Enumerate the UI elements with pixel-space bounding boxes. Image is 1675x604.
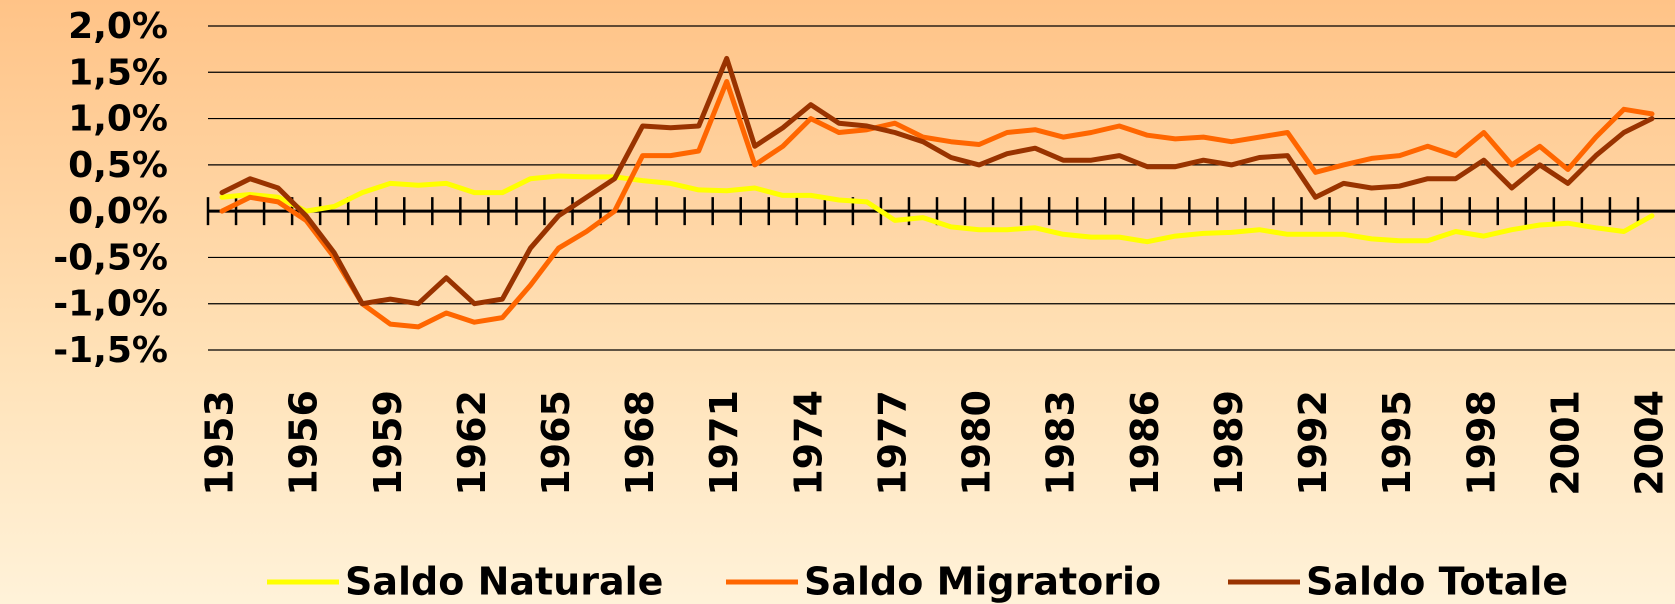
y-tick-label: 0,0% xyxy=(68,191,168,232)
y-tick-label: -1,5% xyxy=(53,330,168,371)
x-tick-label: 1953 xyxy=(198,390,242,496)
x-tick-label: 1977 xyxy=(870,390,914,496)
series-line xyxy=(219,79,1655,330)
x-tick-label: 1983 xyxy=(1039,390,1083,496)
x-tick-label: 1995 xyxy=(1375,390,1419,496)
x-tick-label: 1980 xyxy=(955,390,999,496)
x-tick-label: 1998 xyxy=(1459,390,1503,496)
x-tick-label: 1974 xyxy=(786,390,830,496)
legend-label: Saldo Naturale xyxy=(345,560,663,604)
x-tick-label: 1986 xyxy=(1123,390,1167,496)
y-tick-label: -0,5% xyxy=(53,237,168,278)
legend-label: Saldo Migratorio xyxy=(804,560,1161,604)
x-tick-label: 2001 xyxy=(1543,390,1587,496)
y-tick-label: 0,5% xyxy=(68,145,168,186)
x-tick-label: 1968 xyxy=(618,390,662,496)
y-tick-label: 1,0% xyxy=(68,99,168,140)
x-tick-label: 1956 xyxy=(282,390,326,496)
x-tick-label: 1965 xyxy=(534,390,578,496)
x-tick-label: 1992 xyxy=(1291,390,1335,496)
x-tick-label: 1962 xyxy=(450,390,494,496)
y-tick-label: 2,0% xyxy=(68,6,168,47)
series-line xyxy=(219,55,1655,307)
x-tick-label: 1989 xyxy=(1207,390,1251,496)
legend-label: Saldo Totale xyxy=(1306,560,1568,604)
x-tick-label: 1971 xyxy=(702,390,746,496)
y-tick-label: -1,0% xyxy=(53,284,168,325)
y-tick-label: 1,5% xyxy=(68,52,168,93)
x-tick-label: 2004 xyxy=(1627,390,1671,496)
x-tick-label: 1959 xyxy=(366,390,410,496)
series-line xyxy=(219,173,1655,245)
